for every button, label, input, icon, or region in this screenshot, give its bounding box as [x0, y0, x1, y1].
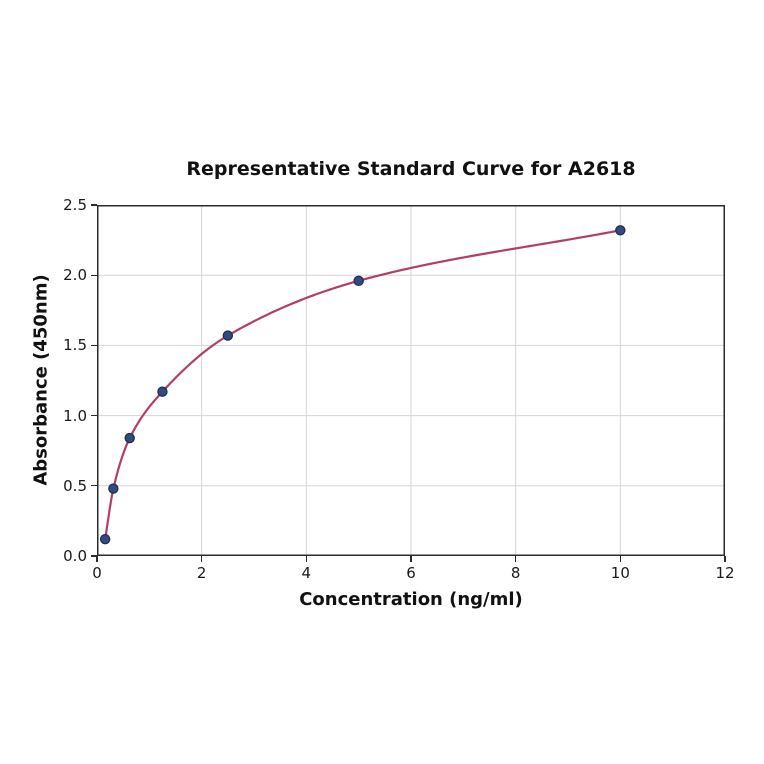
x-tick — [305, 556, 308, 562]
y-tick-label: 2.5 — [63, 196, 87, 214]
chart-title: Representative Standard Curve for A2618 — [186, 158, 636, 180]
y-tick — [91, 204, 97, 206]
x-tick — [410, 556, 412, 562]
plot-frame — [97, 205, 725, 556]
y-tick-label: 2.0 — [63, 266, 87, 285]
x-tick-label: 2 — [196, 564, 207, 582]
data-point — [124, 432, 135, 444]
x-tick-label: 0 — [92, 564, 102, 582]
y-tick — [91, 414, 97, 417]
y-tick — [91, 344, 97, 347]
data-point — [108, 483, 119, 494]
data-point — [222, 330, 234, 341]
y-tick-label: 1.0 — [63, 406, 87, 425]
x-tick-label: 12 — [715, 564, 735, 582]
x-tick — [619, 556, 622, 562]
x-tick — [514, 556, 517, 562]
data-point — [157, 386, 168, 397]
x-axis-label: Concentration (ng/ml) — [299, 589, 523, 610]
y-tick — [91, 555, 97, 557]
data-point — [99, 533, 111, 545]
x-tick — [200, 556, 203, 562]
x-tick-label: 6 — [406, 564, 416, 582]
x-tick-label: 8 — [510, 564, 521, 582]
x-tick — [724, 556, 726, 562]
y-axis-label: Absorbance (450nm) — [30, 274, 52, 486]
data-point — [353, 275, 364, 287]
curve-line — [104, 229, 622, 541]
y-tick — [91, 485, 97, 487]
plot-area — [97, 205, 725, 556]
x-tick — [96, 556, 98, 562]
y-tick-label: 1.5 — [63, 336, 87, 355]
x-tick-label: 4 — [301, 564, 312, 582]
data-point — [615, 225, 626, 236]
x-tick-label: 10 — [610, 564, 630, 582]
chart-canvas — [97, 205, 725, 556]
y-tick-label: 0.5 — [63, 476, 87, 495]
y-tick-label: 0.0 — [63, 547, 87, 565]
y-tick — [91, 274, 97, 276]
